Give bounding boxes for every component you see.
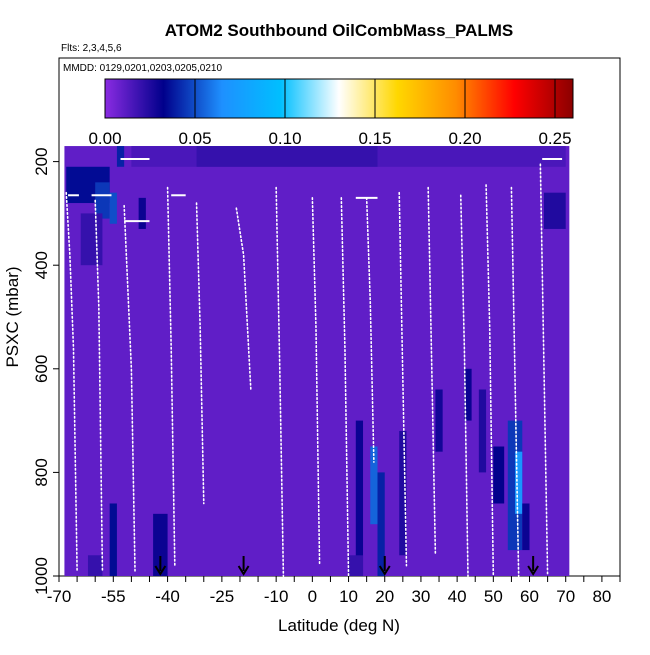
chart-title: ATOM2 Southbound OilCombMass_PALMS bbox=[165, 21, 514, 40]
x-tick-label: -40 bbox=[155, 587, 180, 606]
flight-track bbox=[340, 197, 350, 577]
sampling-arrows bbox=[154, 556, 539, 576]
heatmap-cell bbox=[138, 197, 146, 229]
x-tick-label: 20 bbox=[375, 587, 394, 606]
flight-track bbox=[510, 186, 520, 577]
flights-label: Flts: 2,3,4,5,6 bbox=[61, 43, 122, 54]
heatmap-cell bbox=[348, 555, 364, 576]
x-tick-label: -70 bbox=[47, 587, 72, 606]
arrow-head bbox=[154, 565, 167, 576]
heatmap-background bbox=[64, 146, 570, 576]
heatmap-cell bbox=[355, 420, 364, 576]
flight-track bbox=[427, 186, 437, 557]
x-tick-label: 40 bbox=[448, 587, 467, 606]
flight-track bbox=[195, 202, 205, 505]
x-tick-label: -25 bbox=[210, 587, 235, 606]
x-tick-label: 70 bbox=[556, 587, 575, 606]
colorbar-tick-label: 0.10 bbox=[268, 129, 301, 148]
heatmap-cell bbox=[493, 446, 505, 504]
flight-track bbox=[311, 197, 321, 567]
heatmap-cell bbox=[109, 503, 117, 576]
flight-track bbox=[365, 197, 375, 463]
colorbar-ticks: 0.00 0.05 0.10 0.15 0.20 0.25 bbox=[88, 79, 572, 148]
flight-track bbox=[398, 191, 408, 567]
flight-track bbox=[94, 199, 104, 572]
flight-track bbox=[235, 207, 252, 391]
heatmap-cell bbox=[116, 146, 125, 167]
heatmap-cell bbox=[377, 472, 385, 576]
heatmap-cell bbox=[522, 503, 530, 551]
y-tick-label: 200 bbox=[32, 147, 51, 175]
flight-track bbox=[459, 194, 469, 577]
flight-track bbox=[65, 191, 78, 572]
heatmap-cell bbox=[464, 368, 472, 421]
heatmap-cell bbox=[399, 430, 407, 556]
flight-track bbox=[539, 163, 549, 577]
heatmap-cell bbox=[196, 146, 378, 167]
heatmap-cell bbox=[478, 389, 487, 473]
dates-label: MMDD: 0129,0201,0203,0205,0210 bbox=[63, 63, 222, 74]
y-tick-label: 800 bbox=[32, 458, 51, 486]
x-tick-label: 30 bbox=[411, 587, 430, 606]
flight-tracks bbox=[65, 158, 563, 577]
arrow-head bbox=[378, 565, 391, 576]
colorbar-tick-label: 0.00 bbox=[88, 129, 121, 148]
heatmap-cell bbox=[109, 192, 117, 224]
x-tick-label: -10 bbox=[264, 587, 289, 606]
heatmap-cell bbox=[435, 389, 443, 452]
x-tick-label: -55 bbox=[101, 587, 126, 606]
x-tick-label: 60 bbox=[520, 587, 539, 606]
x-axis: -70 -55 -40 -25 -10 0 10 20 30 40 50 60 70 80 bbox=[47, 576, 621, 606]
arrow-head bbox=[237, 565, 250, 576]
flight-track bbox=[485, 184, 495, 577]
y-tick-label: 600 bbox=[32, 355, 51, 383]
flight-track bbox=[275, 186, 285, 577]
heatmap-cell bbox=[80, 213, 103, 266]
y-tick-label: 400 bbox=[32, 251, 51, 279]
y-axis-label: PSXC (mbar) bbox=[3, 266, 22, 367]
colorbar-tick-label: 0.05 bbox=[178, 129, 211, 148]
y-tick-label: 1000 bbox=[32, 557, 51, 595]
x-tick-label: 80 bbox=[592, 587, 611, 606]
heatmap-cell bbox=[515, 451, 523, 514]
flight-track bbox=[166, 186, 176, 567]
flight-track bbox=[123, 204, 136, 572]
colorbar-tick-label: 0.25 bbox=[538, 129, 571, 148]
heatmap-cell bbox=[87, 555, 103, 576]
x-tick-label: 50 bbox=[484, 587, 503, 606]
heatmap-cell bbox=[95, 182, 110, 219]
x-tick-label: 0 bbox=[308, 587, 317, 606]
arrow-head bbox=[527, 565, 539, 576]
heatmap-cell bbox=[153, 513, 168, 576]
heatmap-cell bbox=[370, 446, 378, 525]
y-axis: 200 400 600 800 1000 bbox=[32, 147, 59, 595]
x-axis-label: Latitude (deg N) bbox=[278, 616, 400, 635]
heatmap-cells bbox=[64, 146, 570, 576]
x-tick-label: 10 bbox=[339, 587, 358, 606]
colorbar-tick-label: 0.20 bbox=[448, 129, 481, 148]
colorbar-tick-label: 0.15 bbox=[358, 129, 391, 148]
heatmap-cell bbox=[543, 192, 566, 229]
colorbar bbox=[104, 78, 574, 119]
